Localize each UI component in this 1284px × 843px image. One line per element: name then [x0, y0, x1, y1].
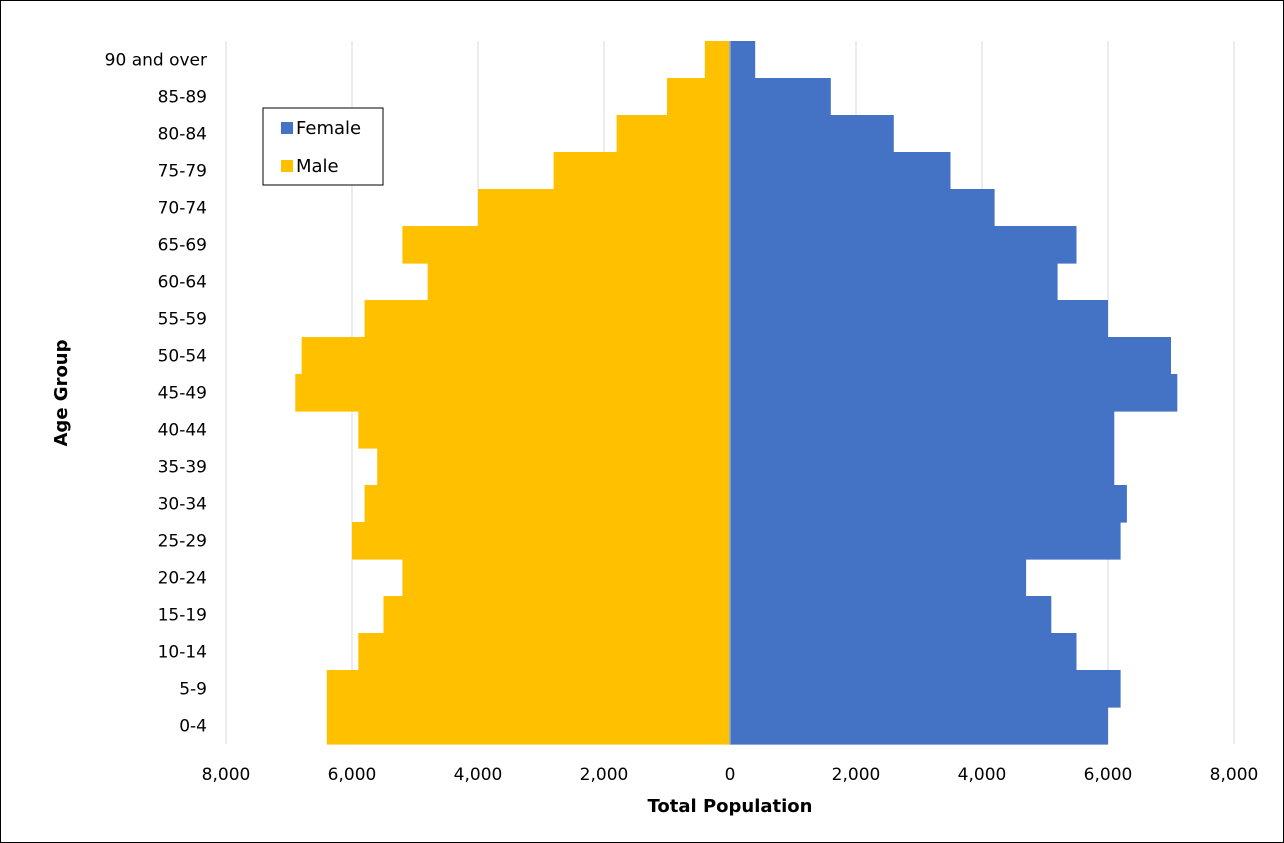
bar-female-5-9 [730, 670, 1121, 708]
y-tick-label: 65-69 [158, 236, 207, 256]
legend-label-female: Female [296, 118, 361, 139]
bar-female-85-89 [730, 78, 831, 116]
bar-female-90-and-over [730, 41, 756, 79]
bar-male-50-54 [301, 337, 730, 375]
bar-male-0-4 [326, 707, 730, 745]
x-tick-label: 4,000 [454, 765, 503, 785]
x-tick-label: 2,000 [832, 765, 881, 785]
y-tick-label: 20-24 [158, 569, 207, 589]
bar-male-30-34 [364, 485, 730, 523]
bar-female-25-29 [730, 522, 1121, 560]
bar-male-20-24 [402, 559, 730, 597]
y-tick-label: 70-74 [158, 199, 207, 219]
y-tick-label: 5-9 [179, 680, 207, 700]
y-tick-label: 30-34 [158, 495, 207, 515]
bar-female-60-64 [730, 263, 1058, 301]
y-tick-label: 15-19 [158, 606, 207, 626]
legend-box [262, 107, 384, 186]
bar-male-60-64 [427, 263, 730, 301]
bar-female-40-44 [730, 411, 1115, 449]
x-axis-title: Total Population [648, 796, 813, 817]
bar-male-80-84 [616, 115, 730, 153]
y-tick-label: 35-39 [158, 458, 207, 478]
bar-male-5-9 [326, 670, 730, 708]
bar-female-55-59 [730, 300, 1108, 338]
y-tick-label: 60-64 [158, 273, 207, 293]
y-tick-label: 0-4 [179, 717, 207, 737]
y-tick-label: 75-79 [158, 162, 207, 182]
y-tick-label: 40-44 [158, 421, 207, 441]
bar-male-25-29 [352, 522, 730, 560]
x-tick-label: 2,000 [580, 765, 629, 785]
bar-male-70-74 [478, 189, 730, 227]
x-tick-label: 4,000 [958, 765, 1007, 785]
y-tick-label: 55-59 [158, 310, 207, 330]
y-tick-label: 85-89 [158, 88, 207, 108]
bar-female-20-24 [730, 559, 1027, 597]
bar-female-70-74 [730, 189, 995, 227]
x-tick-label: 8,000 [202, 765, 251, 785]
bar-female-65-69 [730, 226, 1077, 264]
y-tick-label: 90 and over [105, 51, 207, 71]
y-tick-label: 10-14 [158, 643, 207, 663]
x-tick-label: 8,000 [1210, 765, 1259, 785]
bars [295, 41, 1178, 745]
y-tick-label: 80-84 [158, 125, 207, 145]
bar-female-10-14 [730, 633, 1077, 671]
bar-female-15-19 [730, 596, 1052, 634]
bar-female-0-4 [730, 707, 1108, 745]
bar-female-45-49 [730, 374, 1178, 412]
y-tick-label: 45-49 [158, 384, 207, 404]
bar-male-10-14 [358, 633, 730, 671]
bar-male-85-89 [667, 78, 730, 116]
bar-male-45-49 [295, 374, 730, 412]
bar-female-35-39 [730, 448, 1115, 486]
bar-female-75-79 [730, 152, 951, 190]
bar-male-65-69 [402, 226, 730, 264]
y-tick-label: 50-54 [158, 347, 207, 367]
bar-male-15-19 [383, 596, 730, 634]
bar-male-75-79 [553, 152, 730, 190]
y-tick-label: 25-29 [158, 532, 207, 552]
legend-label-male: Male [296, 156, 339, 177]
x-tick-label: 6,000 [1084, 765, 1133, 785]
bar-male-55-59 [364, 300, 730, 338]
x-tick-label: 0 [725, 765, 736, 785]
x-tick-label: 6,000 [328, 765, 377, 785]
legend-swatch-male [281, 160, 293, 172]
bar-male-90-and-over [704, 41, 730, 79]
bar-female-50-54 [730, 337, 1171, 375]
y-tick-labels: 0-4 5-9 10-14 15-19 20-24 25-29 30-34 35-39 40-4… [105, 51, 207, 737]
y-axis-title: Age Group [51, 339, 72, 446]
bar-female-80-84 [730, 115, 894, 153]
x-tick-labels: 8,000 6,000 4,000 2,000 0 2,000 4,000 6,000 8,00… [202, 765, 1259, 785]
legend-swatch-female [281, 122, 293, 134]
bar-male-40-44 [358, 411, 730, 449]
bar-female-30-34 [730, 485, 1127, 523]
legend: Female Male [262, 107, 384, 186]
bar-male-35-39 [377, 448, 730, 486]
